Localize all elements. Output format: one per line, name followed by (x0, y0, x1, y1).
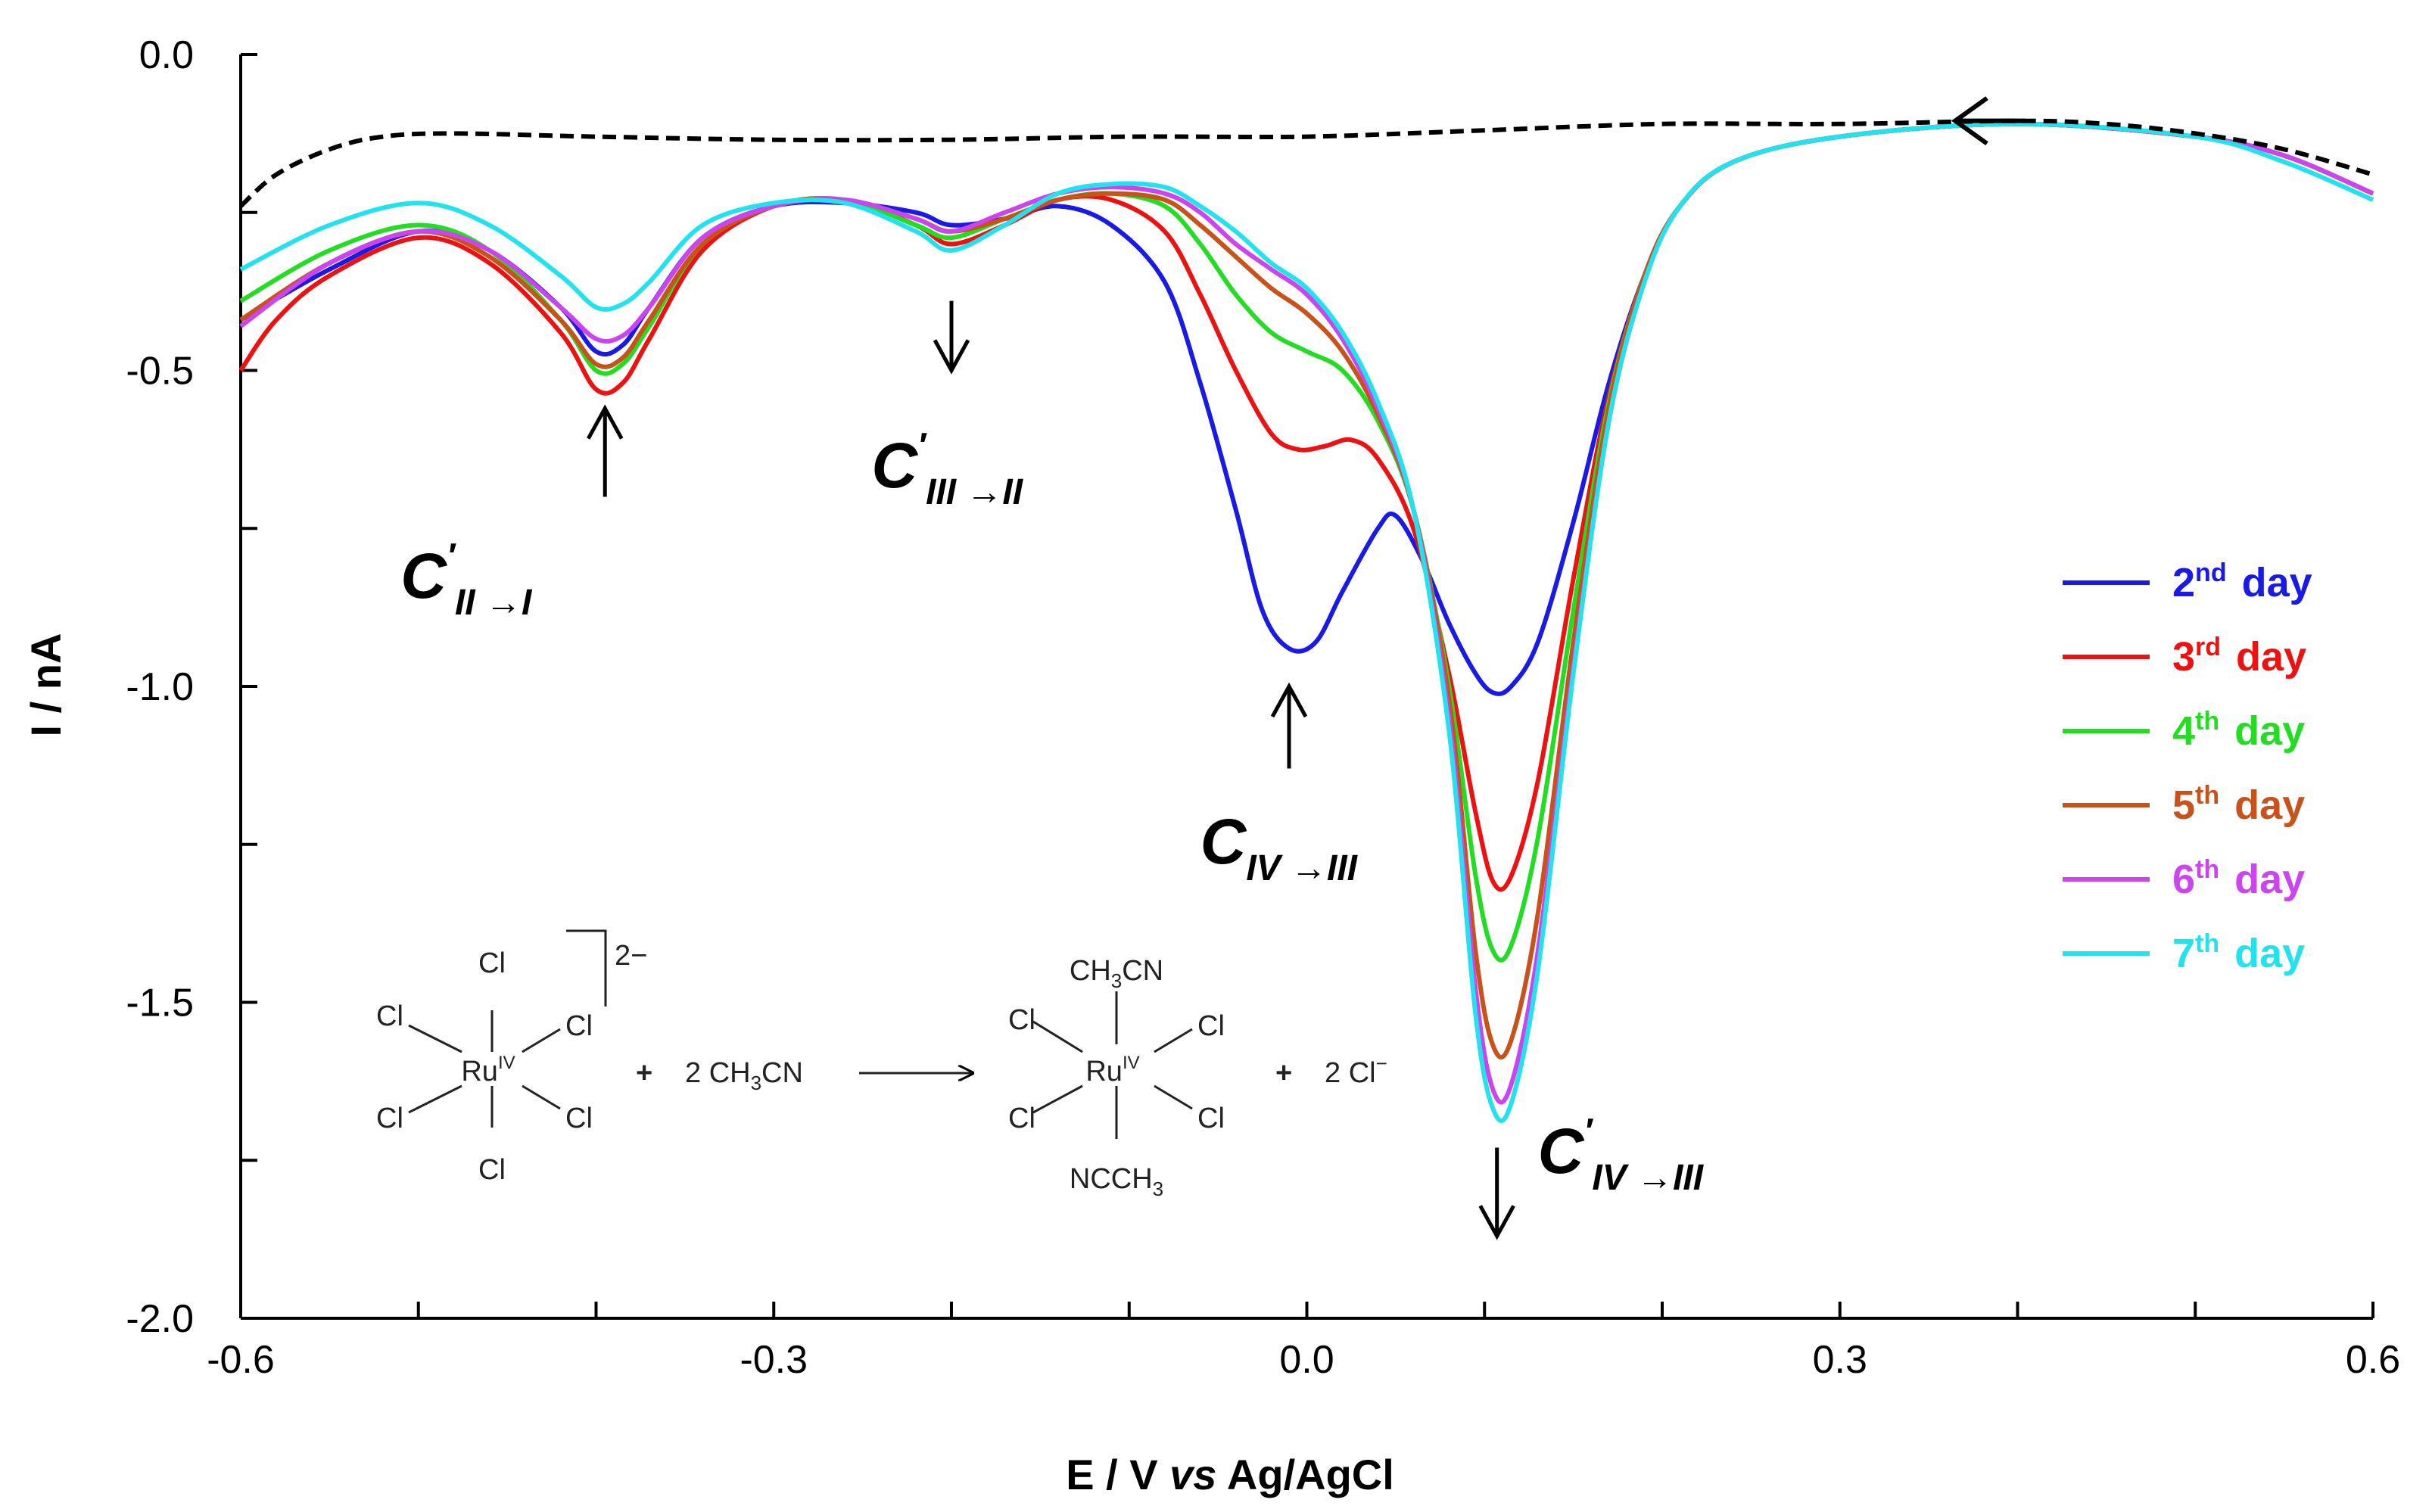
y-axis-title: I / nA (22, 633, 70, 737)
y-tick-label: -1.0 (126, 665, 194, 709)
y-tick-label: -0.5 (126, 350, 194, 394)
legend: 2nd day 3rd day 4th day 5th day 6th day 7th day (2063, 558, 2312, 976)
reagent-acetonitrile: 2 CH3CN (685, 1057, 803, 1094)
legend-label: 2nd day (2172, 558, 2312, 605)
cl-upper-right: Cl (565, 1010, 593, 1042)
cl-top: Cl (478, 947, 506, 979)
series-baseline (238, 118, 2374, 208)
annotation-c-iv-iii: CIV →III (1200, 682, 1359, 888)
ch3cn-top: CH3CN (1070, 955, 1163, 992)
series-2nd-day (239, 121, 2374, 696)
legend-entry-6: 6th day (2063, 855, 2305, 902)
axes (239, 54, 2373, 1320)
cl-r-lower-left: Cl (1008, 1103, 1035, 1134)
annotation-arrow-up (1270, 682, 1308, 769)
x-tick-label: -0.6 (207, 1338, 275, 1382)
cl-lower-right: Cl (565, 1103, 593, 1134)
sweep-arrow-head (1951, 96, 2026, 146)
ru-hexachloro-complex: Cl Cl Cl Cl Cl Cl RuIV 2− (376, 929, 647, 1186)
annotation-label: C′II →I (400, 536, 533, 623)
cl-upper-left: Cl (376, 1000, 403, 1032)
data-series (238, 118, 2374, 1124)
ru-center-right: RuIV (1085, 1053, 1139, 1087)
reaction-scheme: Cl Cl Cl Cl Cl Cl RuIV 2− + 2 CH3CN CH3C… (376, 929, 1387, 1200)
legend-entry-2: 2nd day (2063, 558, 2312, 605)
plus-sign-2: + (1275, 1057, 1292, 1089)
legend-label: 6th day (2172, 855, 2305, 902)
y-tick-label: -2.0 (126, 1297, 194, 1341)
series-4th-day (239, 121, 2374, 963)
legend-entry-5: 5th day (2063, 781, 2305, 828)
legend-label: 4th day (2172, 707, 2305, 754)
ncch3-bottom: NCCH3 (1070, 1163, 1163, 1200)
legend-entry-4: 4th day (2063, 707, 2305, 754)
ru-acetonitrile-complex: CH3CN Cl Cl Cl Cl RuIV NCCH3 (1008, 955, 1225, 1200)
y-tick-label: 0.0 (139, 33, 194, 77)
x-tick-label: 0.6 (2346, 1338, 2400, 1382)
cl-r-upper-left: Cl (1008, 1004, 1035, 1036)
series-5th-day (239, 121, 2374, 1060)
legend-label: 3rd day (2172, 633, 2306, 680)
annotation-label: C′IV →III (1538, 1111, 1705, 1198)
annotation-label: CIV →III (1200, 806, 1359, 888)
series-7th-day (239, 121, 2374, 1124)
annotation-arrow-up (587, 404, 624, 497)
complex-charge: 2− (615, 940, 647, 972)
x-tick-label: 0.3 (1813, 1338, 1867, 1382)
cl-r-upper-right: Cl (1197, 1010, 1225, 1042)
y-axis-ticks: 0.0 -0.5 -1.0 -1.5 -2.0 (126, 33, 257, 1341)
annotation-c-iv-iii-prime: C′IV →III (1478, 1111, 1705, 1240)
legend-label: 7th day (2172, 929, 2305, 976)
series-3rd-day (238, 121, 2374, 892)
y-tick-label: -1.5 (126, 982, 194, 1025)
x-axis-title: E / V vs Ag/AgCl (1066, 1451, 1394, 1498)
series-6th-day (239, 121, 2374, 1105)
x-tick-label: 0.0 (1279, 1338, 1334, 1382)
annotation-label: C′III →II (871, 425, 1023, 512)
x-tick-label: -0.3 (740, 1338, 808, 1382)
cl-lower-left: Cl (376, 1103, 403, 1134)
annotation-arrow-down (1478, 1147, 1515, 1240)
annotation-arrow-down (933, 300, 970, 375)
plus-sign-1: + (636, 1057, 652, 1089)
legend-label: 5th day (2172, 781, 2305, 828)
peak-annotations: C′II →I C′III →II CIV →III C′IV →III (400, 300, 1705, 1240)
x-axis-ticks: -0.6 -0.3 0.0 0.3 0.6 (207, 1302, 2400, 1382)
cl-bottom: Cl (478, 1154, 506, 1186)
annotation-c-iii-ii: C′III →II (871, 300, 1024, 512)
cl-r-lower-right: Cl (1197, 1103, 1225, 1134)
legend-entry-7: 7th day (2063, 929, 2305, 976)
product-chloride: 2 Cl− (1325, 1052, 1387, 1089)
annotation-c-ii-i: C′II →I (400, 404, 624, 623)
sweep-direction-arrow (1951, 96, 2026, 146)
legend-entry-3: 3rd day (2063, 633, 2306, 680)
ru-center: RuIV (461, 1053, 515, 1087)
